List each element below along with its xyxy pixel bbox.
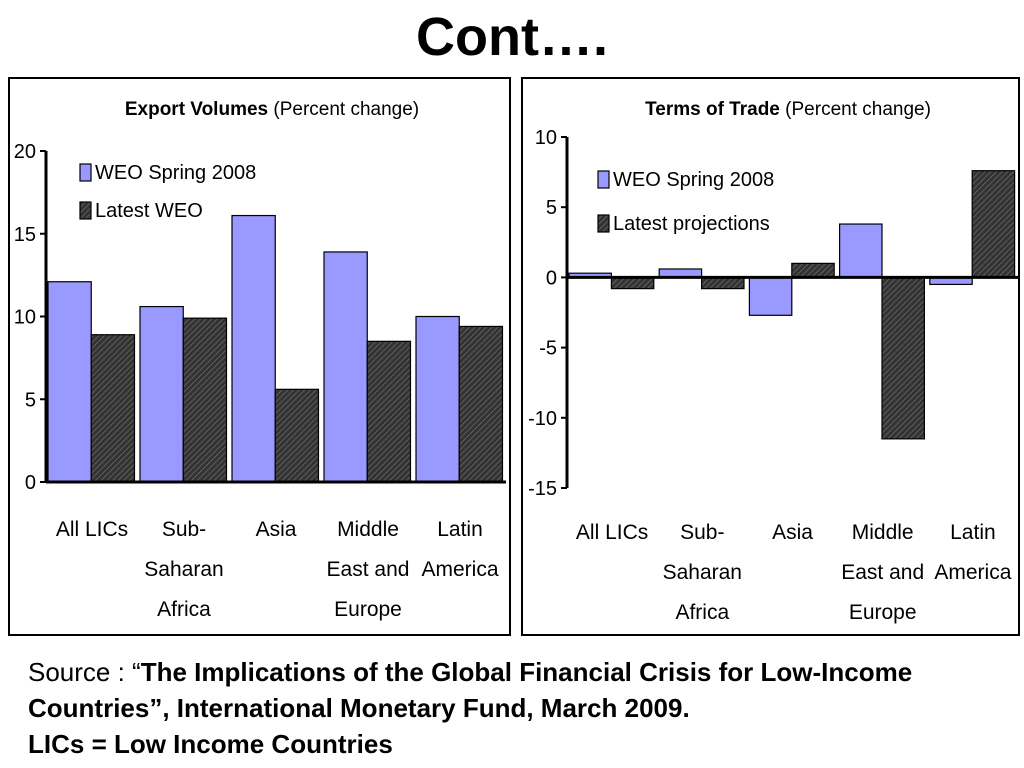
x-category-label: Middle [852,521,914,544]
chart-title: Terms of Trade (Percent change) [645,99,931,120]
x-category-label: Asia [772,521,813,544]
legend-label: Latest projections [613,213,770,235]
legend-swatch [79,201,92,220]
export-volumes-chart: Export Volumes (Percent change) 0 5 10 15 20 A… [14,99,506,621]
x-category-label: Europe [849,601,917,624]
x-category-label: Africa [157,598,211,621]
x-category-label: All LICs [576,521,648,544]
bar-latest [881,276,925,440]
y-tick-label: 10 [535,127,557,149]
bar-latest [791,262,835,279]
y-tick-label: -15 [528,478,557,500]
terms-of-trade-chart: Terms of Trade (Percent change) -15 -10 -5 0… [528,99,1018,624]
source-abbreviation-note: LICs = Low Income Countries [28,729,393,759]
x-category-label: East and [327,558,410,581]
x-category-label: Latin [437,518,483,541]
source-prefix: Source : “ [28,657,141,687]
legend-label: WEO Spring 2008 [95,162,256,184]
legend-label: Latest WEO [95,200,203,222]
bar-latest [274,388,320,483]
slide-title: Cont…. [416,7,608,67]
y-tick-label: -5 [539,338,557,360]
bar-weo-spring-2008 [839,223,883,279]
source-citation: The Implications of the Global Financial… [28,657,913,723]
x-category-label: Saharan [663,561,742,584]
y-tick-label: -10 [528,408,557,430]
export-volumes-chart-panel: Export Volumes (Percent change) 0 5 10 15 20 A… [8,77,511,636]
y-tick-label: 10 [14,307,36,329]
bar-latest [182,317,228,483]
y-tick-label: 5 [546,197,557,219]
bar-latest [971,170,1016,279]
x-category-label: Europe [334,598,402,621]
bar-weo-spring-2008 [415,315,460,483]
x-category-label: America [421,558,498,581]
bar-weo-spring-2008 [139,305,184,483]
bar-latest [610,276,655,290]
legend-swatch [597,170,610,189]
x-category-label: Latin [950,521,996,544]
source-note: Source : “The Implications of the Global… [28,654,1008,762]
x-category-label: East and [841,561,924,584]
x-category-label: Middle [337,518,399,541]
x-category-label: All LICs [56,518,128,541]
x-category-label: Asia [256,518,297,541]
bar-weo-spring-2008 [748,276,793,316]
legend-swatch [597,214,610,233]
y-tick-label: 0 [546,267,557,289]
x-category-label: Saharan [144,558,223,581]
terms-of-trade-chart-panel: Terms of Trade (Percent change) -15 -10 -5 0… [521,77,1020,636]
x-category-label: Sub- [162,518,206,541]
legend-label: WEO Spring 2008 [613,169,774,191]
y-tick-label: 0 [25,472,36,494]
bar-latest [458,325,504,483]
y-tick-label: 20 [14,141,36,163]
bar-latest [366,340,412,483]
bar-weo-spring-2008 [231,214,276,483]
bar-weo-spring-2008 [323,251,368,483]
y-tick-label: 5 [25,389,36,411]
x-category-label: Africa [675,601,729,624]
legend-swatch [79,163,92,182]
x-category-label: America [934,561,1011,584]
bar-latest [700,276,745,290]
bar-latest [90,334,136,483]
bar-weo-spring-2008 [47,281,92,483]
y-tick-label: 15 [14,224,36,246]
x-category-label: Sub- [680,521,724,544]
chart-title: Export Volumes (Percent change) [125,99,419,120]
